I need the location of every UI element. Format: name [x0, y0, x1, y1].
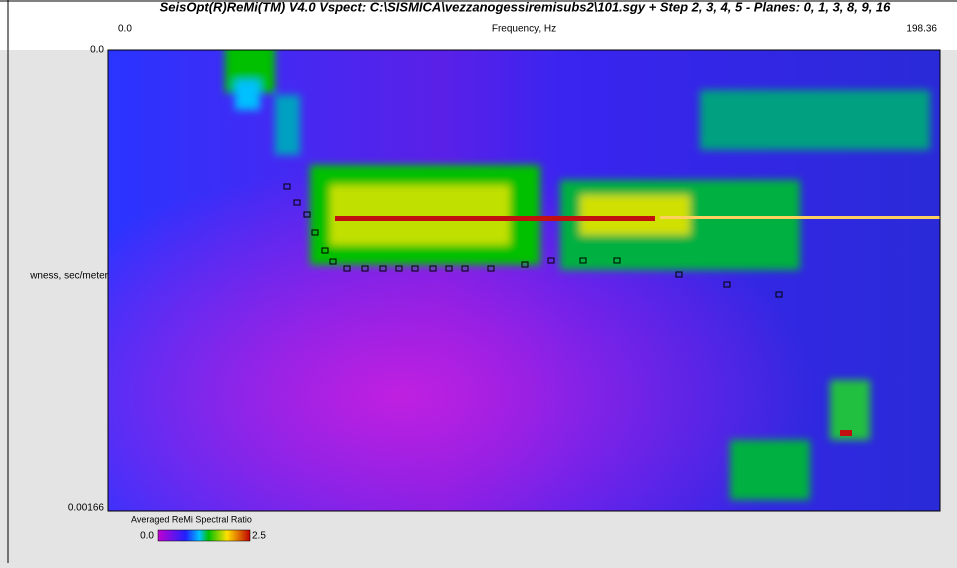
colorbar-title: Averaged ReMi Spectral Ratio — [131, 514, 252, 524]
spectrum-image — [108, 50, 940, 511]
y-axis-title: wness, sec/meter — [29, 271, 108, 282]
colorbar-max-label: 2.5 — [252, 531, 266, 542]
title: SeisOpt(R)ReMi(TM) V4.0 Vspect: C:\SISMI… — [160, 0, 892, 14]
header-strip — [0, 0, 957, 50]
y-max-label: 0.00166 — [68, 503, 105, 514]
x-max-label: 198.36 — [906, 24, 937, 35]
colorbar-min-label: 0.0 — [140, 531, 154, 542]
x-axis-title: Frequency, Hz — [492, 24, 556, 35]
plot-frame — [107, 49, 941, 512]
y-min-label: 0.0 — [90, 45, 104, 56]
colorbar — [157, 529, 251, 542]
x-min-label: 0.0 — [118, 24, 132, 35]
